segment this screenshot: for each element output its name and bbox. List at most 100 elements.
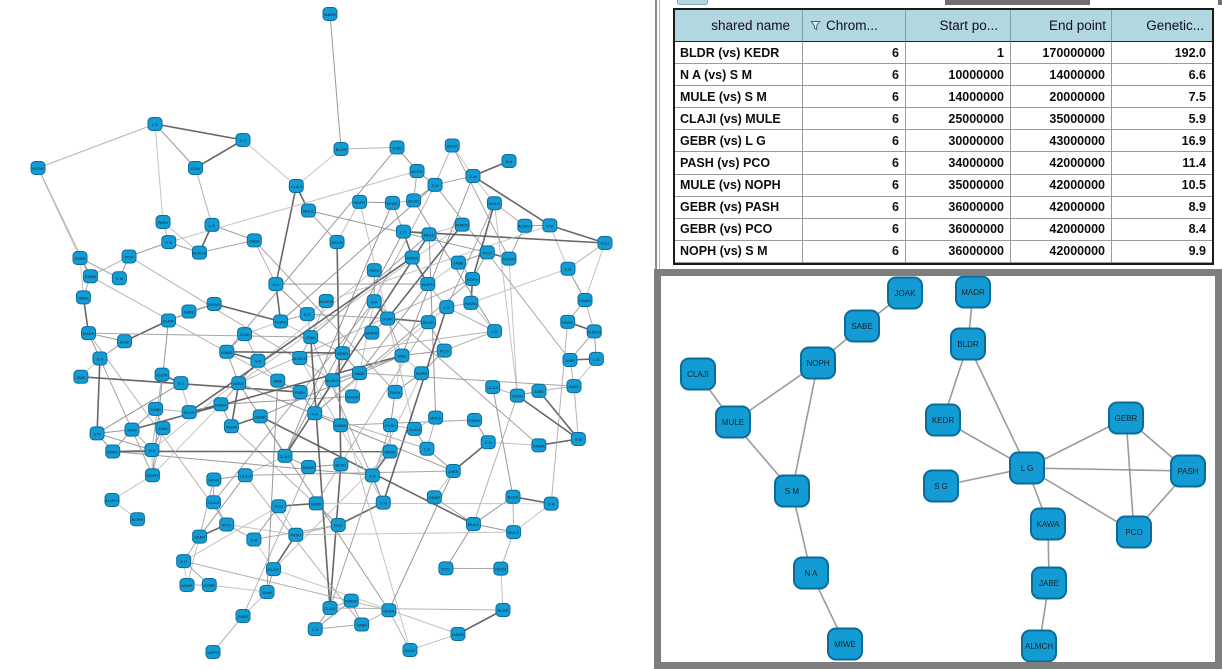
network-node[interactable]: KEDR [223, 419, 239, 434]
network-edge[interactable] [340, 419, 475, 426]
network-node[interactable]: L G [307, 622, 323, 637]
network-node[interactable]: SABE [246, 233, 262, 248]
network-edge[interactable] [457, 609, 504, 635]
network-node[interactable]: JOAK [187, 160, 203, 175]
network-node[interactable]: SABE [351, 366, 367, 381]
network-edge[interactable] [253, 240, 277, 285]
network-node[interactable]: KEDR [444, 138, 460, 153]
network-node[interactable]: CLAJI [205, 495, 221, 510]
network-edge[interactable] [446, 203, 495, 308]
network-node[interactable]: JABE [450, 255, 466, 270]
network-edge[interactable] [472, 395, 518, 525]
table-cell-value[interactable]: 6 [803, 196, 906, 219]
table-cell-value[interactable]: 20000000 [1011, 86, 1112, 109]
table-cell-value[interactable]: 10.5 [1112, 175, 1212, 197]
network-edge[interactable] [388, 470, 454, 611]
network-node[interactable]: MULE [421, 227, 437, 242]
network-node[interactable]: JOAK [124, 422, 140, 437]
network-edge[interactable] [326, 224, 551, 302]
table-cell-value[interactable]: 192.0 [1112, 42, 1212, 65]
network-edge[interactable] [329, 464, 342, 609]
network-edge[interactable] [199, 479, 215, 537]
network-edge[interactable] [183, 505, 280, 562]
network-node[interactable]: S M [570, 432, 586, 447]
network-node[interactable]: MADR [81, 326, 97, 341]
network-node[interactable]: BLDR [505, 489, 521, 504]
network-edge[interactable] [273, 568, 459, 635]
network-node[interactable]: KAWA [1030, 507, 1066, 541]
network-edge[interactable] [315, 624, 362, 630]
network-node[interactable]: BLDR [333, 457, 349, 472]
network-edge[interactable] [96, 358, 101, 434]
network-node[interactable]: KAWA [333, 418, 349, 433]
network-node[interactable]: S G [176, 554, 192, 569]
network-node[interactable]: BLDR [333, 142, 349, 156]
network-edge[interactable] [242, 139, 297, 187]
network-node[interactable]: L G [204, 217, 220, 232]
network-node[interactable]: N A [543, 496, 559, 511]
network-node[interactable]: N A [250, 353, 266, 368]
network-node[interactable]: S M [774, 474, 810, 508]
network-node[interactable]: N A [307, 406, 323, 421]
table-cell-value[interactable]: 6 [803, 64, 906, 87]
network-node[interactable]: KEDR [925, 403, 961, 437]
network-edge[interactable] [213, 303, 281, 323]
network-node[interactable]: ALMCH [517, 218, 533, 233]
network-node[interactable]: PASH [155, 215, 171, 229]
network-edge[interactable] [295, 531, 514, 536]
network-edge[interactable] [446, 306, 495, 332]
network-edge[interactable] [409, 633, 459, 651]
network-node[interactable]: MIWE [206, 472, 222, 487]
table-cell-value[interactable]: 36000000 [906, 196, 1011, 219]
table-cell-shared-name[interactable]: PASH (vs) PCO [675, 152, 803, 175]
network-edge[interactable] [226, 350, 343, 354]
network-node[interactable]: GEBR [252, 409, 268, 424]
network-edge[interactable] [152, 403, 222, 476]
network-node[interactable]: BLDR [495, 603, 511, 617]
table-cell-value[interactable]: 42000000 [1011, 196, 1112, 219]
network-node[interactable]: N A [268, 277, 284, 292]
network-node[interactable]: S M [375, 495, 391, 510]
network-node[interactable]: PASH [292, 385, 308, 400]
network-edge[interactable] [259, 416, 390, 611]
network-node[interactable]: S G [92, 351, 108, 366]
network-node[interactable]: MIWE [219, 344, 235, 359]
network-edge[interactable] [451, 145, 510, 259]
network-node[interactable]: PASH [366, 263, 382, 278]
network-node[interactable]: JOAK [237, 327, 253, 342]
network-edge[interactable] [99, 358, 153, 476]
network-node[interactable]: L G [147, 117, 163, 131]
network-node[interactable]: MIWE [827, 627, 863, 661]
network-node[interactable]: L G [419, 441, 435, 456]
network-edge[interactable] [329, 13, 342, 150]
network-node[interactable]: SABE [75, 290, 91, 305]
network-edge[interactable] [488, 441, 539, 446]
network-node[interactable]: MULE [402, 643, 418, 657]
network-node[interactable]: GEBR [192, 529, 208, 544]
network-edge[interactable] [508, 258, 518, 396]
network-node[interactable]: MIWE [179, 578, 195, 592]
network-edge[interactable] [242, 466, 310, 617]
network-node[interactable]: ALMCH [104, 493, 120, 507]
network-node[interactable]: CLAJI [288, 178, 304, 193]
table-cell-value[interactable]: 6 [803, 42, 906, 65]
network-node[interactable]: MADR [343, 593, 359, 608]
network-edge[interactable] [403, 230, 606, 244]
table-cell-value[interactable]: 43000000 [1011, 130, 1112, 153]
network-edge[interactable] [1026, 467, 1189, 472]
network-node[interactable]: S M [246, 532, 262, 547]
network-edge[interactable] [329, 425, 391, 609]
network-edge[interactable] [186, 536, 201, 586]
network-edge[interactable] [245, 470, 454, 476]
network-node[interactable]: ALMCH [191, 245, 207, 260]
network-edge[interactable] [550, 321, 569, 504]
table-cell-value[interactable]: 34000000 [906, 152, 1011, 175]
network-edge[interactable] [188, 256, 413, 413]
network-edge[interactable] [516, 394, 579, 440]
network-node[interactable]: S G [173, 376, 189, 391]
network-edge[interactable] [80, 375, 301, 393]
network-node[interactable]: CLAJI [406, 421, 422, 436]
network-node[interactable]: BLDR [265, 562, 281, 577]
table-cell-shared-name[interactable]: CLAJI (vs) MULE [675, 108, 803, 131]
